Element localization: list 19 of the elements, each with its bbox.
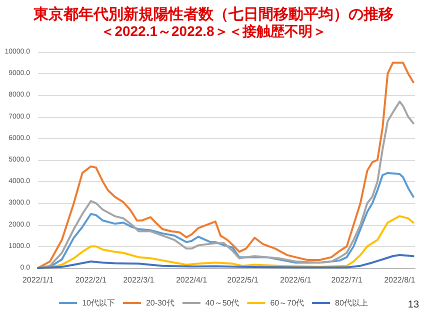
legend-label: 20-30代 (146, 298, 174, 308)
line-series (37, 254, 414, 269)
x-tick-label: 2022/1/1 (22, 276, 54, 284)
x-tick-label: 2022/3/1 (123, 276, 155, 284)
legend-label: 40～50代 (205, 298, 240, 308)
x-tick-label: 2022/8/1 (384, 276, 416, 284)
legend-label: 10代以下 (82, 298, 115, 308)
x-tick-label: 2022/4/1 (176, 276, 208, 284)
x-tick-label: 2022/2/1 (75, 276, 108, 284)
legend-label: 80代以上 (335, 298, 368, 308)
legend-label: 60～70代 (270, 298, 304, 308)
line-series (37, 100, 414, 269)
x-tick-label: 2022/6/1 (280, 276, 312, 284)
x-tick-label: 2022/7/1 (331, 276, 363, 284)
line-series (37, 62, 414, 269)
x-tick-label: 2022/5/1 (227, 276, 259, 284)
text: 13 (408, 300, 420, 310)
chart-subtitle: ＜2022.1～2022.8＞＜接触歴不明＞ (100, 23, 326, 39)
chart-title: 東京都年代別新規陽性者数（七日間移動平均）の推移 (32, 5, 394, 23)
